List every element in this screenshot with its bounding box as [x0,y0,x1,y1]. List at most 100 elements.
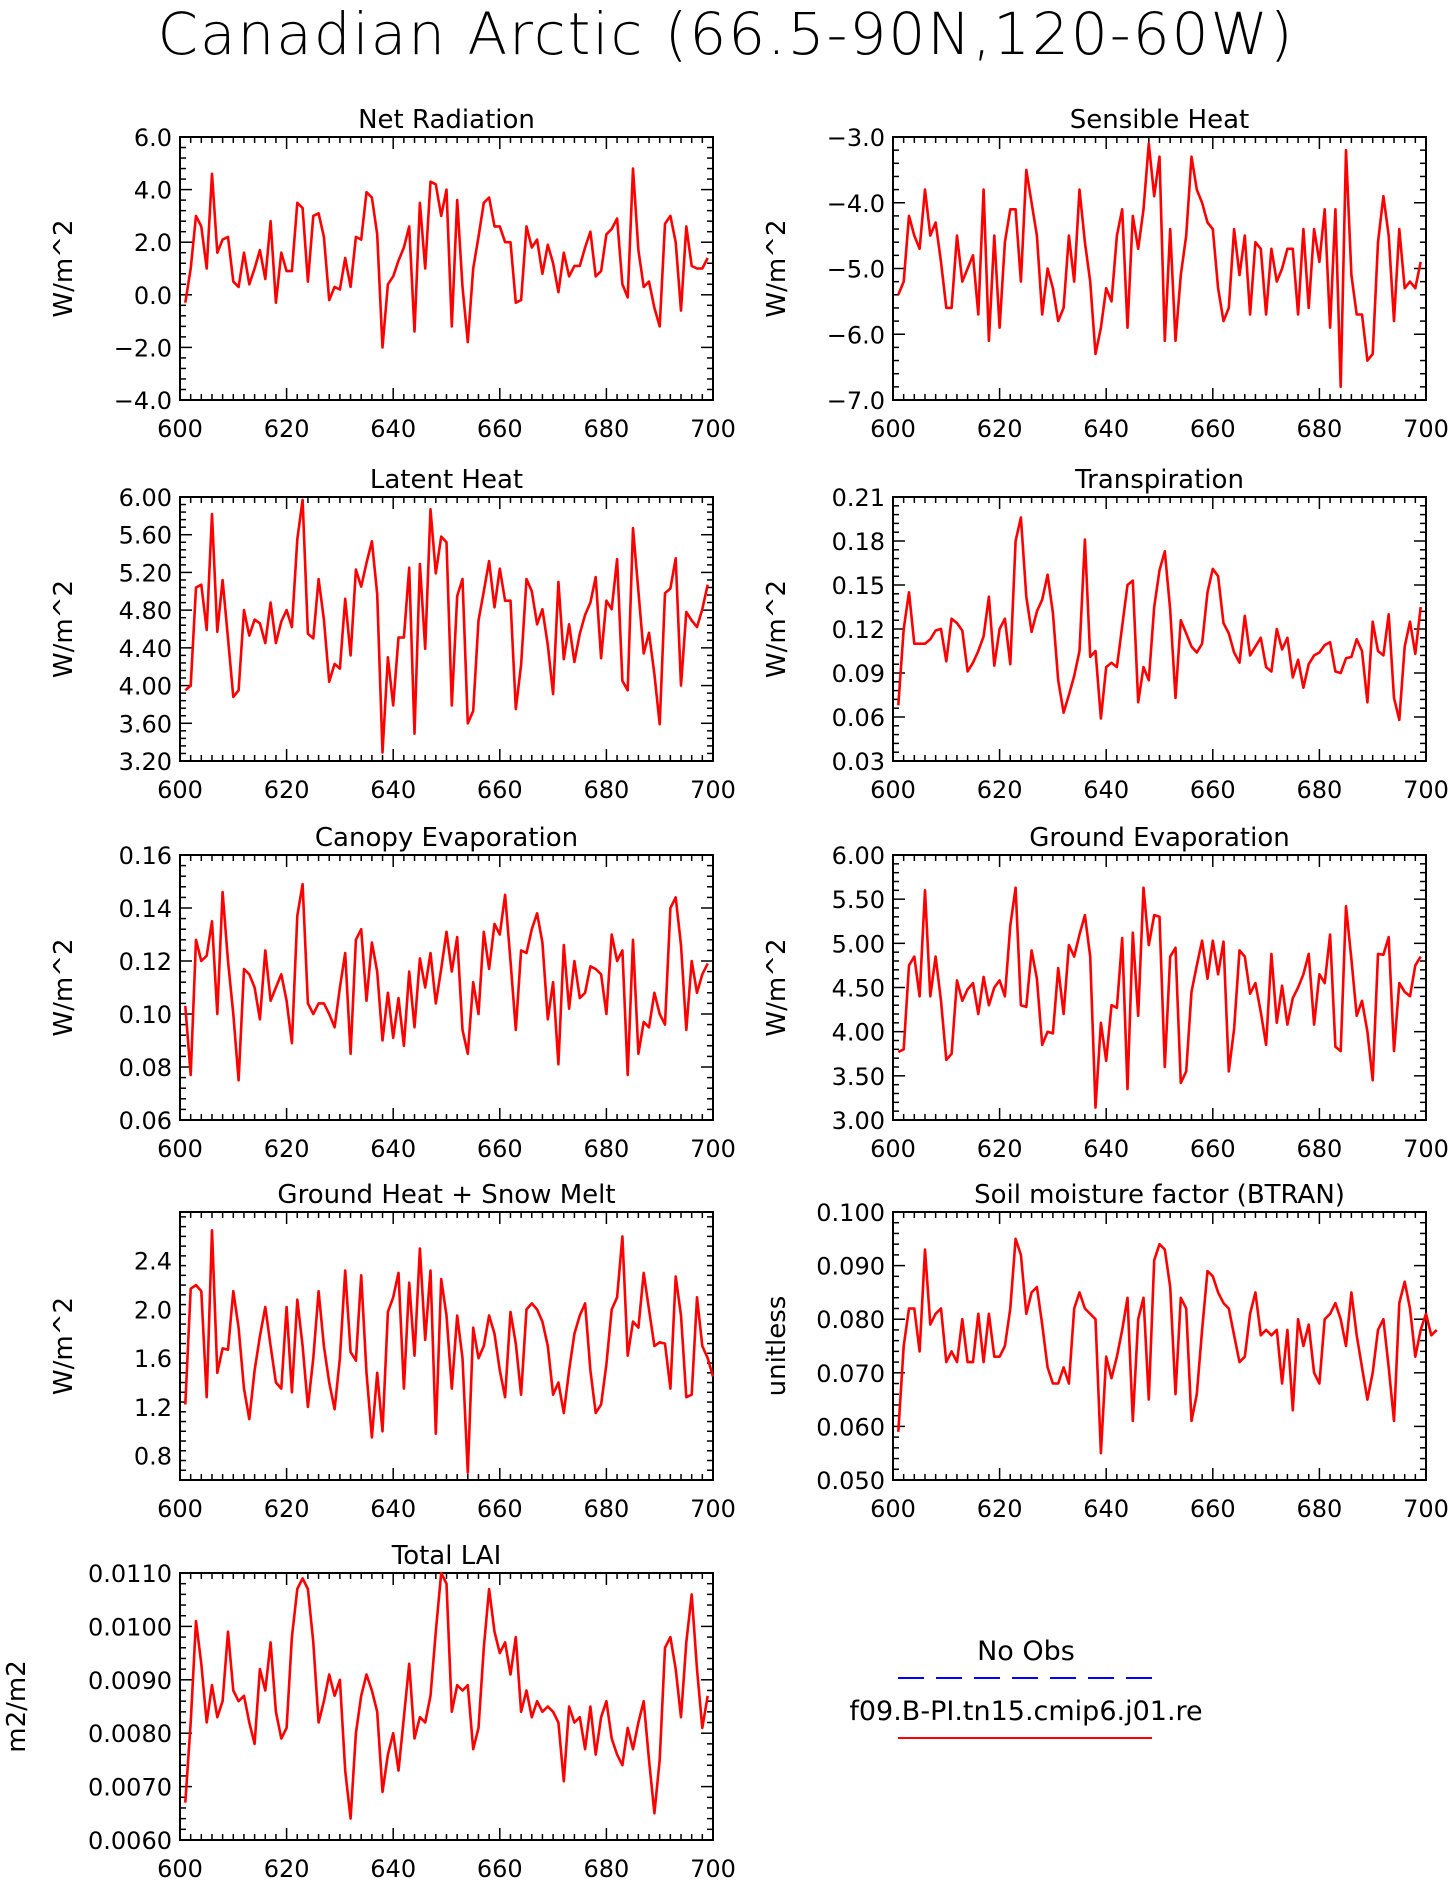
y-tick-label: 0.06 [832,704,885,732]
y-tick-label: 0.16 [119,842,172,870]
x-tick-label: 660 [477,415,523,443]
x-tick-label: 600 [157,1495,203,1523]
y-tick-label: −5.0 [827,256,885,284]
y-tick-label: 0.0100 [88,1613,172,1641]
y-tick-label: 5.00 [832,930,885,958]
y-axis-label: W/m^2 [762,580,792,678]
y-tick-label: −2.0 [114,334,172,362]
y-tick-label: 5.50 [832,886,885,914]
series-line [184,882,709,1082]
x-tick-label: 600 [870,776,916,804]
y-tick-label: 0.14 [119,895,172,923]
y-axis-label: W/m^2 [49,219,79,317]
series-line [897,886,1422,1109]
x-tick-label: 620 [264,1135,310,1163]
y-tick-label: 0.09 [832,660,885,688]
x-tick-label: 640 [370,415,416,443]
y-tick-label: 0.090 [816,1253,885,1281]
y-tick-label: 6.00 [832,842,885,870]
x-tick-label: 640 [1083,1135,1129,1163]
y-tick-label: 4.00 [119,673,172,701]
x-tick-label: 640 [370,1855,416,1883]
chart-panel-5: 600 620 640 660 680 700 0.06 0.08 0.10 0.12 0.14 0.… [49,823,736,1163]
chart-title: Net Radiation [358,105,535,135]
x-tick-label: 680 [583,1495,629,1523]
x-tick-label: 620 [264,1855,310,1883]
y-tick-label: 0.15 [832,572,885,600]
x-tick-label: 640 [1083,776,1129,804]
x-tick-label: 660 [477,1495,523,1523]
x-tick-label: 660 [1190,1495,1236,1523]
chart-title: Sensible Heat [1070,105,1249,135]
x-tick-label: 640 [1083,1495,1129,1523]
y-tick-label: 0.08 [119,1054,172,1082]
y-tick-label: 4.80 [119,597,172,625]
x-tick-label: 680 [583,776,629,804]
chart-panel-3: 600 620 640 660 680 700 3.20 3.60 4.00 4.40 4.80 5.… [49,465,736,804]
y-tick-label: 3.20 [119,748,172,776]
x-tick-label: 620 [977,776,1023,804]
y-tick-label: 0.070 [816,1360,885,1388]
chart-title: Canopy Evaporation [315,823,578,853]
series-line [184,1229,715,1474]
chart-title: Ground Evaporation [1029,823,1289,853]
x-tick-label: 680 [583,1135,629,1163]
y-axis-label: W/m^2 [762,938,792,1036]
chart-title: Total LAI [391,1541,502,1571]
legend-obs-label: No Obs [977,1636,1075,1667]
x-tick-label: 660 [1190,776,1236,804]
x-tick-label: 600 [157,776,203,804]
series-line [897,142,1422,389]
series-line [897,1237,1438,1455]
x-tick-label: 600 [157,1135,203,1163]
y-tick-label: 0.0090 [88,1667,172,1695]
x-tick-label: 620 [264,776,310,804]
y-tick-label: 3.60 [119,710,172,738]
x-tick-label: 680 [583,415,629,443]
x-tick-label: 700 [690,776,736,804]
x-tick-label: 700 [690,1495,736,1523]
y-tick-label: 0.0060 [88,1827,172,1855]
chart-panel-1: 600 620 640 660 680 700 −4.0 −2.0 0.0 2.0 4.0 6.0 Ne… [49,105,736,443]
y-tick-label: 0.050 [816,1467,885,1495]
series-line [897,516,1422,722]
x-tick-label: 620 [264,1495,310,1523]
x-tick-label: 640 [1083,415,1129,443]
y-tick-label: 0.0110 [88,1560,172,1588]
x-tick-label: 620 [264,415,310,443]
x-tick-label: 700 [1403,415,1449,443]
x-tick-label: 620 [977,1495,1023,1523]
x-tick-label: 680 [1296,1495,1342,1523]
y-tick-label: 1.6 [134,1345,172,1373]
y-tick-label: 0.080 [816,1306,885,1334]
x-tick-label: 680 [1296,415,1342,443]
x-tick-label: 700 [690,1855,736,1883]
x-tick-label: 660 [1190,415,1236,443]
series-line [184,498,709,754]
y-tick-label: 0.12 [832,616,885,644]
y-tick-label: 0.18 [832,528,885,556]
x-tick-label: 700 [690,415,736,443]
y-tick-label: 0.100 [816,1199,885,1227]
x-tick-label: 660 [477,1855,523,1883]
chart-title: Soil moisture factor (BTRAN) [974,1180,1345,1210]
y-tick-label: 3.50 [832,1063,885,1091]
y-tick-label: −4.0 [114,387,172,415]
y-tick-label: 0.10 [119,1001,172,1029]
chart-panel-4: 600 620 640 660 680 700 0.03 0.06 0.09 0.12 0.15 0.… [762,465,1449,804]
x-tick-label: 700 [1403,1135,1449,1163]
y-tick-label: −4.0 [827,190,885,218]
page-title: Canadian Arctic (66.5-90N,120-60W) [157,0,1295,68]
y-tick-label: 0.0 [134,282,172,310]
y-axis-label: m2/m2 [2,1660,32,1753]
y-tick-label: 3.00 [832,1107,885,1135]
x-tick-label: 600 [870,415,916,443]
x-tick-label: 680 [1296,1135,1342,1163]
x-tick-label: 600 [870,1135,916,1163]
y-tick-label: −3.0 [827,124,885,152]
y-tick-label: 4.50 [832,975,885,1003]
chart-title: Transpiration [1074,465,1244,495]
series-line [184,167,709,349]
